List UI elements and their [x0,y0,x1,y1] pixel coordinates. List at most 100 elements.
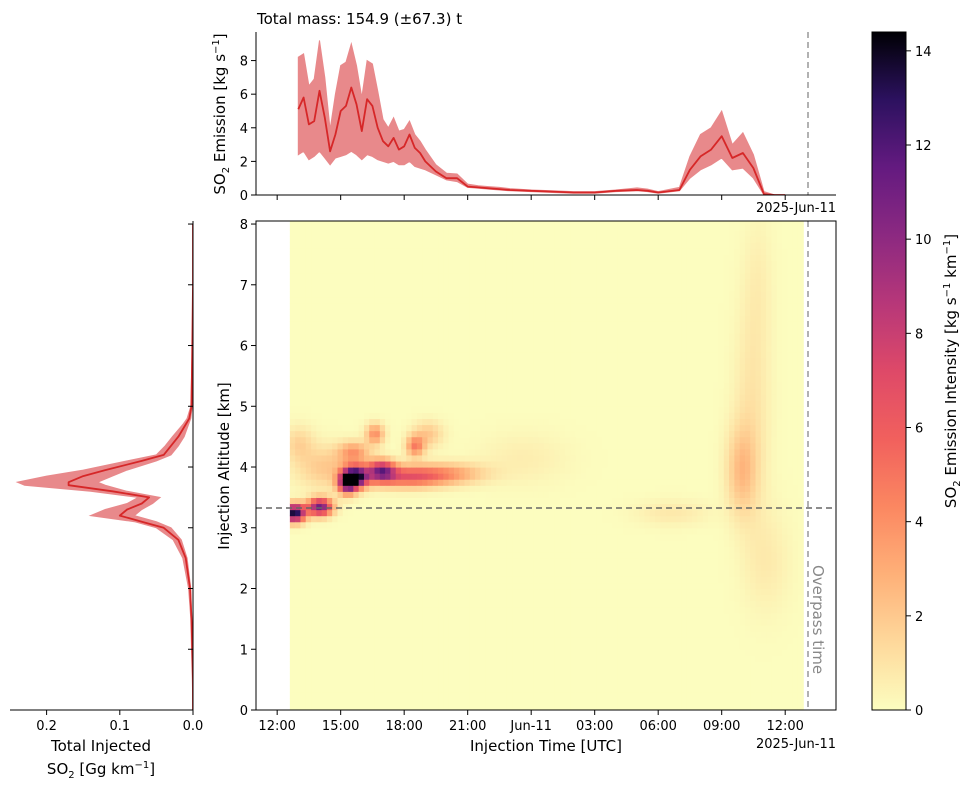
heatmap-cell [316,673,323,681]
heatmap-cell [485,369,492,377]
heatmap-cell [464,315,471,322]
heatmap-cell [596,309,603,316]
heatmap-cell [469,558,476,565]
heatmap-cell [358,594,365,602]
heatmap-cell [596,515,603,523]
heatmap-cell [395,497,402,505]
heatmap-cell [369,679,376,687]
heatmap-cell [538,552,545,559]
heatmap-cell [559,539,566,547]
heatmap-cell [358,230,365,237]
heatmap-cell [311,588,317,596]
heatmap-cell [427,697,434,705]
heatmap-cell [596,333,603,341]
heatmap-cell [586,448,593,456]
heatmap-cell [602,655,608,662]
heatmap-cell [517,467,524,474]
heatmap-cell [332,606,339,614]
heatmap-cell [565,345,571,353]
heatmap-cell [480,272,487,280]
heatmap-cell [369,375,376,383]
heatmap-cell [475,649,481,656]
heatmap-cell [427,254,434,262]
heatmap-cell [506,643,513,650]
heatmap-cell [374,612,381,620]
heatmap-cell [533,381,540,389]
heatmap-cell [501,236,508,243]
heatmap-cell [363,606,370,614]
heatmap-cell [485,454,492,462]
heatmap-cell [448,637,455,644]
heatmap-cell [311,624,317,632]
heatmap-cell [353,521,360,529]
heatmap-cell [363,357,370,365]
heatmap-cell [448,564,455,571]
heatmap-cell [300,290,307,298]
heatmap-cell [475,485,481,492]
heatmap-cell [575,406,582,413]
heatmap-cell [448,430,455,438]
heatmap-cell [332,491,339,498]
heatmap-cell [480,296,487,304]
heatmap-cell [559,357,566,365]
heatmap-cell [580,576,587,584]
heatmap-cell [517,400,524,407]
heatmap-cell [443,248,450,256]
heatmap-cell [295,521,302,529]
heatmap-cell [295,509,302,517]
heatmap-cell [501,278,508,286]
heatmap-cell [543,436,550,444]
heatmap-cell [316,612,323,620]
heatmap-cell [321,333,328,341]
heatmap-cell [596,400,603,407]
heatmap-cell [591,242,598,249]
heatmap-cell [342,351,349,359]
heatmap-cell [570,509,577,517]
heatmap-cell [512,631,519,638]
heatmap-cell [533,558,540,565]
heatmap-cell [538,594,545,602]
heatmap-cell [453,460,460,468]
heatmap-cell [401,430,407,438]
heatmap-cell [305,394,312,401]
heatmap-cell [459,497,466,505]
heatmap-cell [485,272,492,280]
heatmap-cell [607,230,614,237]
heatmap-cell [596,485,603,492]
heatmap-cell [464,290,471,298]
heatmap-cell [506,697,513,705]
heatmap-cell [517,685,524,693]
heatmap-cell [549,339,556,347]
heatmap-cell [406,321,413,328]
heatmap-cell [496,661,503,669]
heatmap-cell [575,570,582,577]
heatmap-cell [506,491,513,498]
heatmap-cell [533,649,540,656]
heatmap-cell [316,467,323,474]
heatmap-cell [448,254,455,262]
heatmap-cell [385,333,392,341]
heatmap-cell [411,697,418,705]
heatmap-cell [607,558,614,565]
heatmap-cell [538,339,545,347]
heatmap-cell [580,582,587,590]
heatmap-cell [316,290,323,298]
heatmap-cell [517,545,524,553]
heatmap-cell [480,685,487,693]
heatmap-cell [406,479,413,486]
heatmap-cell [501,315,508,322]
heatmap-cell [490,600,497,608]
heatmap-cell [342,691,349,699]
heatmap-cell [443,691,450,699]
heatmap-cell [591,224,598,231]
heatmap-cell [353,539,360,547]
heatmap-cell [522,278,529,286]
heatmap-cell [427,375,434,383]
heatmap-cell [348,497,354,505]
heatmap-cell [580,521,587,529]
heatmap-cell [353,315,360,322]
heatmap-cell [565,661,571,669]
heatmap-cell [321,430,328,438]
heatmap-cell [342,333,349,341]
heatmap-cell [379,315,386,322]
